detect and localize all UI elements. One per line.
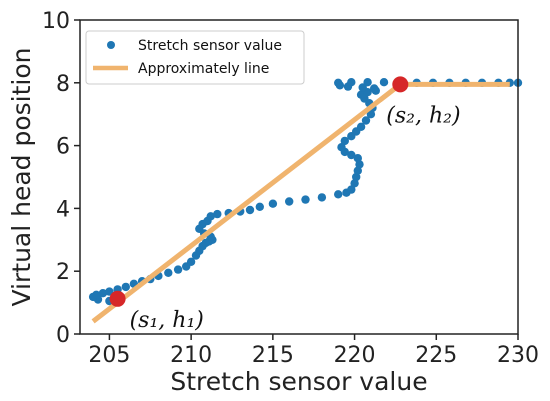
scatter-point-34 xyxy=(285,197,294,206)
scatter-point-36 xyxy=(317,193,327,202)
scatter-point-15 xyxy=(186,257,196,266)
y-tick-label: 4 xyxy=(56,197,70,222)
x-tick-label: 220 xyxy=(334,343,376,368)
y-tick-label: 10 xyxy=(42,9,70,34)
scatter-point-42 xyxy=(353,166,362,175)
y-axis-label: Virtual head position xyxy=(7,47,36,306)
plot-frame xyxy=(79,19,519,335)
calibration-point-1 xyxy=(109,290,126,307)
x-tick-label: 210 xyxy=(170,343,212,368)
plot-layer: (s₁, h₁) (s₂, h₂) xyxy=(88,76,523,333)
scatter-point-41 xyxy=(352,172,361,182)
scatter-point-64 xyxy=(334,78,343,88)
y-tick-label: 6 xyxy=(56,135,70,160)
scatter-point-32 xyxy=(255,202,264,211)
scatter-point-39 xyxy=(347,185,356,194)
legend-entry-scatter: Stretch sensor value xyxy=(138,38,282,54)
scatter-point-67 xyxy=(379,78,389,87)
x-axis-label: Stretch sensor value xyxy=(170,367,427,396)
x-tick-label: 205 xyxy=(88,343,130,368)
scatter-point-47 xyxy=(337,143,346,152)
x-tick-label: 225 xyxy=(415,343,457,368)
y-tick-label: 8 xyxy=(56,72,70,97)
scatter-point-35 xyxy=(301,195,310,204)
legend: Stretch sensor value Approximately line xyxy=(85,30,305,85)
scatter-point-28 xyxy=(213,209,222,219)
scatter-point-4 xyxy=(98,289,108,298)
calibration-point-2 xyxy=(392,76,409,93)
calibration-point-label-1: (s₁, h₁) xyxy=(130,308,204,333)
scatter-point-60 xyxy=(370,84,379,93)
legend-scatter-marker xyxy=(107,41,115,49)
scatter-point-13 xyxy=(173,265,183,274)
x-tick-label: 230 xyxy=(497,343,539,368)
scatter-point-52 xyxy=(361,116,371,125)
scatter-point-3 xyxy=(92,290,101,299)
scatter-point-48 xyxy=(340,136,349,146)
scatter-point-27 xyxy=(206,212,215,221)
scatter-point-66 xyxy=(363,78,372,87)
scatter-point-45 xyxy=(347,150,356,160)
y-tick-label: 2 xyxy=(56,260,70,285)
scatter-point-44 xyxy=(353,154,362,163)
scatter-point-7 xyxy=(121,282,130,292)
scatter-point-40 xyxy=(350,179,359,188)
scatter-point-12 xyxy=(164,268,173,277)
scatter-point-53 xyxy=(366,110,376,119)
scatter-point-31 xyxy=(245,205,255,215)
calibration-point-label-2: (s₂, h₂) xyxy=(386,103,460,128)
scatter-point-51 xyxy=(356,122,366,131)
scatter-point-65 xyxy=(347,78,356,87)
scatter-point-61 xyxy=(358,83,367,92)
scatter-point-33 xyxy=(268,199,278,208)
scatter-point-57 xyxy=(356,90,366,99)
legend-entry-line: Approximately line xyxy=(138,61,269,77)
y-tick-label: 0 xyxy=(56,323,70,348)
legend-box xyxy=(85,30,305,85)
scatter-point-37 xyxy=(334,190,343,199)
x-tick-label: 215 xyxy=(252,343,294,368)
y-axis-ticks: 0 2 4 6 8 10 xyxy=(42,9,80,348)
x-axis-ticks: 205 210 215 220 225 230 xyxy=(88,334,539,368)
